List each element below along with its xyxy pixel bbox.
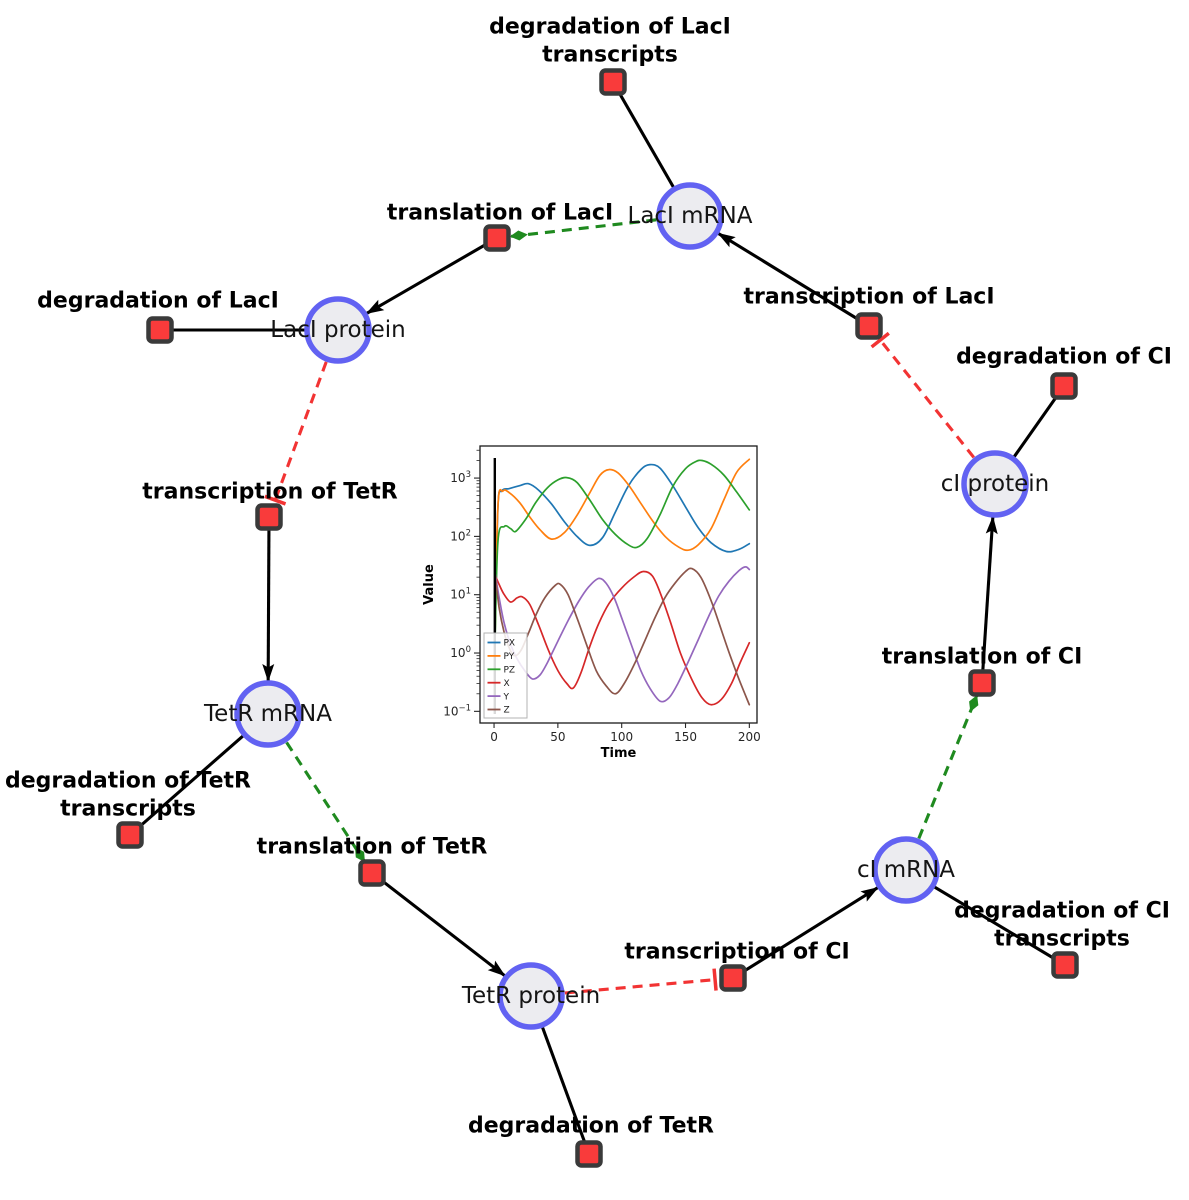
edge-inhibition-laci-protein-to-transcription-tetr xyxy=(264,329,340,506)
species-node-laci-mrna[interactable] xyxy=(656,182,724,250)
species-label-ci-protein: cI protein xyxy=(941,471,1050,497)
species-label-tetr-mrna: TetR mRNA xyxy=(203,701,332,727)
reaction-node-transcription-ci[interactable] xyxy=(719,964,747,992)
reaction-label-transcription-ci: transcription of CI xyxy=(624,940,849,965)
legend-label-PY: PY xyxy=(504,652,515,662)
reaction-label-deg-ci-transcripts: transcripts xyxy=(994,927,1130,952)
plot-frame xyxy=(479,445,758,724)
x-axis-tick-label: 150 xyxy=(674,730,697,744)
legend-label-Z: Z xyxy=(504,706,510,716)
edge-modifier-ci-mrna-to-translation-ci xyxy=(904,695,979,871)
reaction-label-translation-laci: translation of LacI xyxy=(387,201,613,226)
reaction-label-transcription-tetr: transcription of TetR xyxy=(142,480,398,505)
x-axis-title: Time xyxy=(601,746,637,761)
edge-arrow-transcription-tetr-to-tetr-mrna xyxy=(262,516,275,683)
chart-legend: PX PY PZ XYZ xyxy=(483,632,528,719)
nodes-layer xyxy=(116,68,1079,1168)
y-axis-tick-label: 101 xyxy=(450,587,471,602)
reaction-label-deg-tetr: degradation of TetR xyxy=(468,1114,714,1139)
reaction-node-deg-laci[interactable] xyxy=(146,316,174,344)
series-line-PX xyxy=(493,463,751,654)
species-node-laci-protein[interactable] xyxy=(304,296,372,364)
reaction-node-deg-ci[interactable] xyxy=(1050,372,1078,400)
edge-arrow-translation-tetr-to-tetr-protein xyxy=(371,871,506,978)
edge-arrow-translation-ci-to-ci-protein xyxy=(980,515,998,684)
species-node-tetr-protein[interactable] xyxy=(497,962,565,1030)
labels-layer: degradation of LacI transcripts translatio… xyxy=(5,15,1172,1139)
edge-inhibition-ci-protein-to-transcription-laci xyxy=(870,331,997,485)
species-node-ci-protein[interactable] xyxy=(961,450,1029,518)
reaction-node-translation-tetr[interactable] xyxy=(358,859,386,887)
reaction-node-deg-ci-transcripts[interactable] xyxy=(1051,951,1079,979)
reaction-label-deg-tetr-transcripts: degradation of TetR xyxy=(5,769,251,794)
x-axis-tick-label: 200 xyxy=(738,730,761,744)
reaction-label-transcription-laci: transcription of LacI xyxy=(743,285,994,310)
y-axis-title: Value xyxy=(422,564,437,605)
reaction-node-deg-laci-transcripts[interactable] xyxy=(599,68,627,96)
reaction-node-translation-laci[interactable] xyxy=(483,224,511,252)
species-label-ci-mrna: cI mRNA xyxy=(857,857,955,883)
reaction-label-translation-tetr: translation of TetR xyxy=(257,835,488,860)
x-axis-tick-label: 50 xyxy=(550,730,565,744)
edge-arrow-transcription-laci-to-laci-mrna xyxy=(717,231,870,328)
reaction-label-deg-ci-transcripts: degradation of CI xyxy=(954,899,1170,924)
reaction-node-transcription-tetr[interactable] xyxy=(255,503,283,531)
edge-inhibition-tetr-protein-to-transcription-ci xyxy=(530,968,718,998)
species-node-tetr-mrna[interactable] xyxy=(234,680,302,748)
y-axis-tick-label: 100 xyxy=(450,645,471,660)
legend-label-PX: PX xyxy=(504,639,516,649)
species-label-laci-mrna: LacI mRNA xyxy=(628,203,753,229)
y-axis-tick-label: 10−1 xyxy=(443,703,471,718)
y-axis-tick-label: 102 xyxy=(450,528,471,543)
series-line-PZ xyxy=(493,459,751,654)
edge-modifier-laci-mrna-to-translation-laci xyxy=(509,214,691,241)
series-line-X xyxy=(493,570,751,706)
species-label-laci-protein: LacI protein xyxy=(270,317,405,343)
reaction-label-deg-ci: degradation of CI xyxy=(956,345,1172,370)
reaction-label-deg-laci-transcripts: degradation of LacI xyxy=(489,15,731,40)
legend-label-PZ: PZ xyxy=(504,666,516,676)
reaction-label-translation-ci: translation of CI xyxy=(882,645,1083,670)
reaction-node-transcription-laci[interactable] xyxy=(855,312,883,340)
x-axis-tick-label: 0 xyxy=(490,730,498,744)
edge-modifier-tetr-mrna-to-translation-tetr xyxy=(266,713,366,863)
reaction-label-deg-laci: degradation of LacI xyxy=(37,289,279,314)
reaction-label-deg-tetr-transcripts: transcripts xyxy=(60,797,196,822)
legend-label-X: X xyxy=(504,679,510,689)
reaction-node-deg-tetr-transcripts[interactable] xyxy=(116,821,144,849)
series-line-PY xyxy=(493,458,751,654)
reaction-label-deg-laci-transcripts: transcripts xyxy=(542,43,678,68)
edge-arrow-transcription-ci-to-ci-mrna xyxy=(732,886,879,980)
species-label-tetr-protein: TetR protein xyxy=(461,983,600,1009)
y-axis-tick-label: 103 xyxy=(450,470,471,485)
species-node-ci-mrna[interactable] xyxy=(872,836,940,904)
reaction-node-translation-ci[interactable] xyxy=(968,669,996,697)
x-axis-tick-label: 100 xyxy=(610,730,633,744)
reaction-node-deg-tetr[interactable] xyxy=(575,1140,603,1168)
edge-arrow-translation-laci-to-laci-protein xyxy=(365,236,498,315)
legend-box xyxy=(483,632,528,719)
legend-label-Y: Y xyxy=(503,692,510,702)
